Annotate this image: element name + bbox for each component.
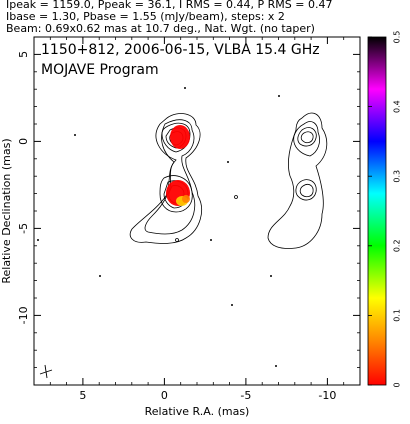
header-line-3: Beam: 0.69x0.62 mas at 10.7 deg., Nat. W… [6, 22, 315, 35]
colorbar-gradient [367, 36, 387, 386]
plot-frame [33, 36, 361, 386]
x-axis-label: Relative R.A. (mas) [145, 405, 250, 418]
noise-blob [227, 161, 229, 163]
plot-area: 1150+812, 2006-06-15, VLBA 15.4 GHz MOJA… [33, 36, 361, 386]
noise-blob [175, 238, 179, 242]
y-tick-label: -5 [17, 223, 30, 234]
noise-blob [184, 87, 186, 89]
colorbar-tick-label: 0.5 [393, 31, 402, 44]
stokes-i-contours [37, 87, 277, 367]
colorbar-tick-label: 0 [393, 382, 402, 387]
noise-blob [270, 275, 272, 277]
noise-blob [234, 195, 238, 199]
pol-peak-jet-orange [182, 195, 190, 203]
beam-marker [39, 364, 53, 379]
colorbar-tick-label: 0.4 [393, 100, 402, 113]
colorbar: 0 0.1 0.2 0.3 0.4 0.5 [367, 31, 402, 388]
y-axis-label: Relative Declination (mas) [0, 138, 13, 283]
header-line-2: Ibase = 1.30, Pbase = 1.55 (mJy/beam), s… [6, 10, 285, 23]
noise-blob [231, 304, 233, 306]
x-axis: 5 0 -5 -10 [33, 37, 361, 402]
pol-contour-upper-4 [300, 131, 314, 144]
contour-upper-3 [161, 122, 191, 153]
x-tick-label: 5 [79, 389, 86, 402]
chart-subtitle: MOJAVE Program [41, 62, 159, 78]
noise-blob [278, 95, 280, 97]
noise-blob [99, 275, 101, 277]
chart-title: 1150+812, 2006-06-15, VLBA 15.4 GHz [41, 42, 320, 58]
pol-contour-upper-2 [293, 121, 320, 157]
pol-peak-core [170, 125, 190, 149]
pol-contour-lower-3 [299, 184, 314, 198]
x-tick-label: -5 [240, 389, 251, 402]
y-tick-label: 0 [17, 138, 30, 145]
header-line-1: Ipeak = 1159.0, Ppeak = 36.1, I RMS = 0.… [6, 0, 333, 11]
contour-outer [129, 113, 202, 244]
noise-blob [74, 134, 76, 136]
pol-contour-lower-2 [295, 179, 317, 201]
noise-blob [210, 239, 212, 241]
y-tick-label: -10 [17, 306, 30, 324]
pol-contour-outer [267, 112, 328, 249]
contour-2 [144, 119, 196, 235]
noise-blob [275, 365, 277, 367]
x-tick-label: -10 [318, 389, 336, 402]
y-tick-label: 5 [17, 51, 30, 58]
noise-blob [37, 239, 39, 241]
x-tick-label: 0 [161, 389, 168, 402]
polarized-contours [267, 95, 328, 249]
colorbar-tick-label: 0.3 [393, 170, 402, 183]
contour-lower-3 [159, 175, 193, 213]
y-axis: 5 0 -5 -10 [17, 36, 360, 386]
colorbar-tick-label: 0.2 [393, 239, 402, 252]
pol-contour-upper-3 [297, 127, 317, 147]
colorbar-tick-label: 0.1 [393, 309, 402, 322]
